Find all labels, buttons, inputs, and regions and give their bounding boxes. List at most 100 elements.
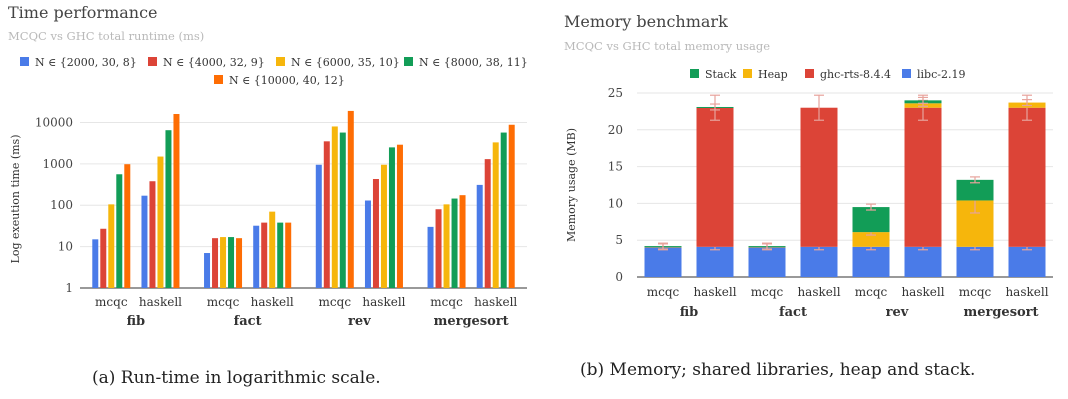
chart-subtitle: MCQC vs GHC total memory usage <box>564 39 771 53</box>
legend-swatch <box>404 57 413 66</box>
x-tick-label: mcqc <box>319 295 352 309</box>
bar <box>157 156 164 288</box>
bar-segment <box>852 207 890 233</box>
figure-caption: (b) Memory; shared libraries, heap and s… <box>580 360 976 380</box>
x-tick-label: haskell <box>139 295 182 309</box>
bar <box>261 222 268 288</box>
bar <box>396 144 403 288</box>
y-tick-label: 1 <box>65 281 73 295</box>
bar <box>236 238 243 288</box>
bar-segment <box>748 246 786 277</box>
legend-label: Heap <box>758 68 788 81</box>
legend-label: N ∈ {2000, 30, 8} <box>35 56 137 69</box>
bar-segment <box>904 107 942 247</box>
bar <box>165 130 172 288</box>
memory-benchmark-panel: Memory benchmark MCQC vs GHC total memor… <box>545 0 1068 399</box>
legend-swatch <box>20 57 29 66</box>
bar <box>435 209 442 288</box>
bar <box>451 198 458 288</box>
bar-segment <box>696 246 734 277</box>
bar <box>141 195 148 288</box>
time-performance-panel: Time performance MCQC vs GHC total runti… <box>8 3 528 388</box>
bar <box>212 238 219 288</box>
chart-title: Time performance <box>8 3 158 22</box>
y-tick-label: 25 <box>608 86 623 100</box>
bar <box>443 204 450 288</box>
group-label: rev <box>348 314 371 329</box>
bar-segment <box>800 107 838 247</box>
bar <box>380 164 387 288</box>
legend-label: libc-2.19 <box>917 68 965 81</box>
x-tick-label: mcqc <box>207 295 240 309</box>
bar <box>253 225 260 288</box>
y-axis-label: Memory usage (MB) <box>565 128 578 242</box>
bar-segment <box>852 246 890 277</box>
y-tick-label: 15 <box>608 160 623 174</box>
bar <box>124 164 131 288</box>
legend-label: N ∈ {6000, 35, 10} <box>291 56 400 69</box>
x-tick-label: haskell <box>901 285 944 299</box>
bar <box>388 147 395 288</box>
x-tick-label: haskell <box>797 285 840 299</box>
legend-swatch <box>902 69 911 78</box>
x-tick-label: haskell <box>474 295 517 309</box>
chart-subtitle: MCQC vs GHC total runtime (ms) <box>8 29 205 43</box>
legend-label: N ∈ {4000, 32, 9} <box>163 56 265 69</box>
legend-swatch <box>148 57 157 66</box>
y-axis-label: Log exeution time (ms) <box>9 135 22 264</box>
group-label: fib <box>680 305 699 320</box>
bar <box>476 184 483 288</box>
bar <box>277 222 284 288</box>
x-tick-label: haskell <box>251 295 294 309</box>
bar <box>220 237 227 288</box>
group-label: rev <box>886 305 909 320</box>
x-tick-label: mcqc <box>430 295 463 309</box>
bar <box>459 195 466 288</box>
bar <box>116 174 123 288</box>
legend-label: Stack <box>705 68 737 81</box>
legend-swatch <box>690 69 699 78</box>
bar <box>92 239 99 288</box>
bar <box>323 141 330 288</box>
y-tick-label: 10 <box>58 240 73 254</box>
bar <box>228 237 235 288</box>
bar <box>149 181 156 288</box>
x-tick-label: mcqc <box>647 285 680 299</box>
memory-chart: 0 5 10 15 20 25 Memory usage (MB) Stack Heap ghc-… <box>565 68 1053 320</box>
bar <box>100 228 107 288</box>
group-label: mergesort <box>963 305 1038 320</box>
runtime-chart: 1 10 100 1000 10000 Log exeution time (ms) N ∈… <box>9 56 528 329</box>
bar-segment <box>696 107 734 247</box>
legend-swatch <box>743 69 752 78</box>
bar <box>427 226 434 288</box>
y-tick-label: 100 <box>50 198 73 212</box>
bar <box>285 222 292 288</box>
y-tick-label: 5 <box>615 233 623 247</box>
bar <box>315 164 322 288</box>
group-label: fact <box>234 314 262 329</box>
bar <box>484 159 491 288</box>
x-tick-label: haskell <box>362 295 405 309</box>
bar <box>173 114 180 288</box>
bar <box>372 179 379 288</box>
bar <box>108 204 115 288</box>
bar <box>347 110 354 288</box>
bar <box>331 126 338 288</box>
x-tick-label: haskell <box>1005 285 1048 299</box>
y-tick-label: 1000 <box>42 157 73 171</box>
bar <box>500 132 507 288</box>
figure-caption: (a) Run-time in logarithmic scale. <box>92 368 381 388</box>
bar <box>339 132 346 288</box>
x-tick-label: mcqc <box>751 285 784 299</box>
x-tick-label: mcqc <box>95 295 128 309</box>
group-label: fib <box>127 314 146 329</box>
x-tick-label: haskell <box>693 285 736 299</box>
y-tick-label: 0 <box>615 270 623 284</box>
bar-segment <box>644 246 682 277</box>
legend-label: N ∈ {8000, 38, 11} <box>419 56 528 69</box>
bar-segment <box>800 246 838 277</box>
y-tick-label: 10000 <box>35 115 73 129</box>
x-tick-label: mcqc <box>855 285 888 299</box>
bar <box>204 253 211 288</box>
bar <box>492 142 499 288</box>
